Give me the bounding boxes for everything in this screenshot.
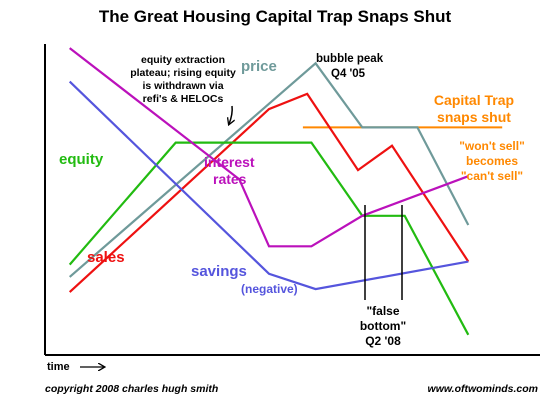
x-axis-label: time: [47, 361, 70, 373]
label-interest-rates-1: interest: [204, 154, 255, 170]
annotation-plateau-4: refi's & HELOCs: [143, 93, 224, 105]
label-interest-rates-2: rates: [213, 171, 247, 187]
annotation-bubble-peak-1: bubble peak: [316, 53, 384, 65]
label-savings: savings: [191, 263, 247, 280]
annotation-plateau-2: plateau; rising equity: [130, 67, 236, 79]
series-line-equity: [68, 141, 470, 336]
series-line-savings: [68, 80, 469, 291]
series-line-price: [68, 61, 470, 278]
label-equity: equity: [59, 151, 104, 168]
annotation-plateau-1: equity extraction: [141, 54, 225, 66]
label-sales: sales: [87, 249, 125, 266]
annotation-bubble-peak-2: Q4 '05: [331, 68, 366, 80]
annotation-capital-trap-1: Capital Trap: [434, 92, 514, 108]
footer-copyright: copyright 2008 charles hugh smith: [45, 383, 218, 395]
annotation-false-bottom-2: bottom": [360, 319, 406, 333]
label-savings-note: (negative): [241, 282, 298, 296]
annotation-plateau-3: is withdrawn via: [142, 80, 223, 92]
chart-title: The Great Housing Capital Trap Snaps Shu…: [99, 7, 452, 26]
series-line-interest-rates: [69, 47, 469, 248]
footer-site: www.oftwominds.com: [428, 383, 538, 395]
annotation-false-bottom-3: Q2 '08: [365, 334, 401, 348]
annotation-wont-sell-3: "can't sell": [461, 169, 523, 183]
annotation-capital-trap-2: snaps shut: [437, 109, 511, 125]
annotation-wont-sell-1: "won't sell": [459, 139, 525, 153]
annotation-false-bottom-1: "false: [366, 304, 399, 318]
label-price: price: [241, 58, 277, 75]
annotation-wont-sell-2: becomes: [466, 154, 518, 168]
plateau-arrow: [229, 105, 232, 124]
series-line-sales: [68, 92, 470, 293]
series-layer: [68, 47, 503, 336]
